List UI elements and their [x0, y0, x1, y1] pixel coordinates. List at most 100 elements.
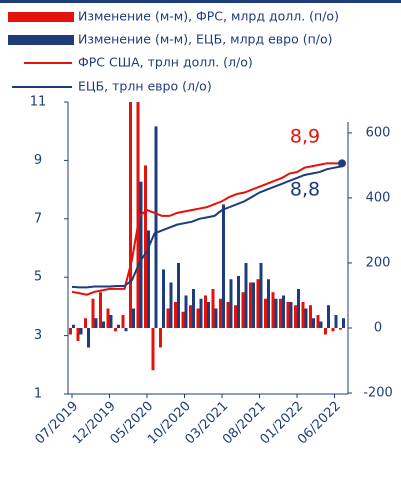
annotation: 8,9 [290, 126, 320, 148]
y-tick-label: 11 [30, 95, 47, 110]
bar [324, 327, 327, 335]
bar [109, 314, 113, 328]
bar [279, 298, 282, 328]
bar [184, 295, 188, 328]
bar [204, 295, 207, 328]
legend-label: Изменение (м-м), ФРС, млрд долл. (п/о) [78, 9, 339, 24]
bar [132, 308, 135, 328]
bar [189, 305, 192, 328]
bar [331, 327, 335, 332]
bar [256, 279, 260, 328]
bar [207, 301, 210, 328]
bar [99, 292, 102, 328]
legend-label: Изменение (м-м), ЕЦБ, млрд евро (п/о) [78, 32, 333, 47]
bar [252, 282, 255, 328]
y2-tick-label: 600 [366, 125, 391, 140]
bar [249, 282, 252, 328]
bar [136, 102, 140, 328]
bar [294, 305, 297, 328]
y-tick-label: 9 [34, 153, 42, 168]
line [71, 165, 343, 289]
bar [241, 292, 245, 328]
y-tick-label: 1 [34, 387, 42, 402]
bar [139, 181, 143, 328]
y2-tick-label: -200 [363, 386, 393, 401]
bar [334, 314, 338, 328]
y-tick-label: 5 [34, 270, 42, 285]
bar [319, 321, 323, 328]
bar [286, 301, 290, 328]
bar [174, 301, 177, 328]
bar [259, 262, 263, 328]
bar [147, 230, 150, 328]
end-dot [338, 159, 346, 168]
y2-tick-label: 0 [374, 320, 382, 335]
bar [196, 308, 200, 328]
bar [159, 327, 162, 348]
bar [226, 301, 230, 328]
y2-tick-label: 400 [366, 190, 391, 205]
bar [309, 305, 312, 328]
bar [297, 288, 300, 328]
line [71, 162, 342, 296]
bar [117, 324, 120, 328]
bar [151, 327, 155, 371]
bar [211, 288, 215, 328]
bar [144, 165, 147, 328]
bar [166, 308, 170, 328]
bar [106, 308, 110, 328]
bar [102, 321, 105, 328]
bar [274, 298, 278, 328]
bar [339, 327, 342, 330]
bar [87, 327, 90, 348]
bar [244, 262, 248, 328]
bar [289, 301, 293, 328]
bar [79, 327, 83, 335]
bar [76, 327, 80, 341]
bar [342, 318, 345, 328]
bar [91, 298, 95, 328]
annotation: 8,8 [290, 179, 320, 201]
bar [181, 311, 185, 328]
bar [267, 279, 270, 328]
bar [282, 295, 285, 328]
y-tick-label: 7 [34, 211, 42, 226]
lines [71, 159, 346, 296]
bar [214, 308, 218, 328]
bar [169, 282, 173, 328]
legend: Изменение (м-м), ФРС, млрд долл. (п/о) Из… [8, 9, 339, 94]
bar [222, 204, 225, 328]
bar [316, 314, 320, 328]
axes: 11975316004002000-20007/201912/201905/20… [30, 95, 393, 448]
bar [327, 305, 330, 328]
bar [199, 298, 203, 328]
bar [219, 298, 222, 328]
bar [129, 102, 132, 328]
bar [312, 318, 315, 328]
bar [304, 308, 308, 328]
bar [301, 301, 305, 328]
bar [84, 318, 87, 328]
bar [162, 269, 165, 328]
bar [154, 126, 158, 328]
bar [234, 305, 237, 328]
bar [229, 279, 233, 328]
top-strip [0, 0, 401, 3]
bar [114, 327, 117, 332]
bar [124, 327, 128, 332]
bar [69, 327, 72, 335]
bar [271, 292, 275, 328]
y-tick-label: 3 [34, 328, 42, 343]
bar [177, 262, 180, 328]
bars [69, 102, 345, 371]
legend-swatch [8, 12, 74, 22]
bar [237, 275, 240, 328]
legend-swatch [8, 35, 74, 45]
bar [264, 298, 267, 328]
bar [72, 324, 75, 328]
bar [94, 318, 98, 328]
legend-label: ФРС США, трлн долл. (л/о) [78, 55, 253, 70]
y2-tick-label: 200 [366, 255, 391, 270]
bar [192, 288, 195, 328]
